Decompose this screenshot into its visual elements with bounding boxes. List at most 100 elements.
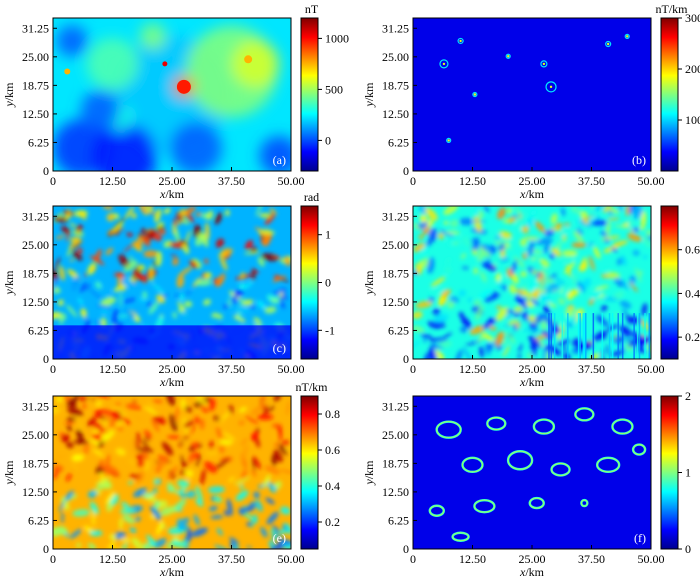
x-axis-label: x/km [519,187,545,201]
y-tick-label: 18.75 [382,78,409,92]
colorbar-tick-label: 0.4 [685,286,700,300]
x-tick-label: 12.50 [99,552,126,566]
x-tick-label: 0 [410,362,416,376]
x-axis-label: x/km [159,565,185,579]
y-tick-label: 0 [403,352,409,366]
x-tick-label: 37.50 [578,174,605,188]
y-tick-label: 6.25 [28,135,49,149]
x-tick-label: 37.50 [218,552,245,566]
y-tick-label: 31.25 [22,21,49,35]
y-tick-label: 18.75 [382,266,409,280]
colorbar [660,17,679,172]
x-tick-label: 0 [410,174,416,188]
colorbar [300,17,319,172]
colorbar [660,395,679,550]
colorbar-tick-label: 0.4 [325,479,340,493]
x-tick-label: 50.00 [278,362,305,376]
colorbar-tick-label: 1 [325,228,331,242]
colorbar-unit: nT/km [656,2,689,16]
heatmap-field [53,206,291,359]
x-tick-label: 0 [50,362,56,376]
y-tick-label: 31.25 [22,209,49,223]
x-axis-label: x/km [519,375,545,389]
x-tick-label: 12.50 [459,552,486,566]
panel-4: 0 6.25 12.50 18.75 25.00 31.25 0 12.50 25.00 37.5… [362,205,700,389]
x-axis-label: x/km [159,187,185,201]
y-tick-label: 25.00 [382,428,409,442]
y-tick-label: 25.00 [22,50,49,64]
y-tick-label: 0 [403,164,409,178]
x-tick-label: 12.50 [459,362,486,376]
panel-label: (e) [273,531,286,545]
colorbar-tick-label: 300 [685,11,700,25]
y-tick-label: 31.25 [22,399,49,413]
colorbar-tick-label: 1000 [325,31,349,45]
x-tick-label: 50.00 [278,174,305,188]
x-tick-label: 12.50 [459,174,486,188]
y-tick-label: 25.00 [382,50,409,64]
x-tick-label: 25.00 [159,174,186,188]
panel-label: (b) [632,153,646,167]
colorbar-unit: nT [305,2,319,16]
y-tick-label: 25.00 [22,238,49,252]
colorbar [300,205,319,360]
y-tick-label: 12.50 [22,107,49,121]
y-tick-label: 12.50 [22,485,49,499]
colorbar-tick-label: 0.2 [325,515,340,529]
colorbar-tick-label: 500 [325,82,343,96]
y-axis-label: y/km [362,270,376,296]
y-tick-label: 25.00 [22,428,49,442]
y-tick-label: 18.75 [22,78,49,92]
x-tick-label: 12.50 [99,174,126,188]
y-tick-label: 18.75 [22,456,49,470]
x-tick-label: 12.50 [99,362,126,376]
y-tick-label: 6.25 [388,135,409,149]
y-tick-label: 12.50 [22,295,49,309]
y-tick-label: 0 [43,352,49,366]
x-tick-label: 25.00 [159,362,186,376]
x-tick-label: 37.50 [578,552,605,566]
colorbar-tick-label: 100 [685,113,700,127]
y-axis-label: y/km [2,270,16,296]
y-tick-label: 6.25 [388,323,409,337]
y-tick-label: 6.25 [388,513,409,527]
colorbar-tick-label: 1 [685,466,691,480]
x-tick-label: 25.00 [159,552,186,566]
y-tick-label: 0 [43,164,49,178]
y-tick-label: 31.25 [382,399,409,413]
panel-label: (c) [273,341,286,355]
colorbar-tick-label: 0 [685,542,691,556]
x-tick-label: 25.00 [519,362,546,376]
heatmap-field [53,18,291,171]
x-tick-label: 37.50 [578,362,605,376]
heatmap-field [413,396,651,549]
colorbar-tick-label: 200 [685,62,700,76]
x-tick-label: 25.00 [519,552,546,566]
panel-3: 0 6.25 12.50 18.75 25.00 31.25 0 12.50 25.00 37.5… [2,190,335,389]
heatmap-field [413,206,651,359]
x-tick-label: 50.00 [278,552,305,566]
x-tick-label: 50.00 [638,552,665,566]
panel-2: 0 6.25 12.50 18.75 25.00 31.25 0 12.50 25.00 37.5… [362,2,700,201]
heatmap-field [53,396,291,549]
x-tick-label: 0 [410,552,416,566]
y-tick-label: 18.75 [22,266,49,280]
colorbar [300,395,319,550]
colorbar [660,205,679,360]
y-tick-label: 0 [43,542,49,556]
panel-1: 0 6.25 12.50 18.75 25.00 31.25 0 12.50 25.00 37.5… [2,2,349,201]
y-tick-label: 31.25 [382,21,409,35]
panel-5: 0 6.25 12.50 18.75 25.00 31.25 0 12.50 25.00 37.5… [2,380,340,579]
colorbar-unit: nT/km [296,380,329,394]
y-tick-label: 6.25 [28,513,49,527]
colorbar-tick-label: 0.6 [325,443,340,457]
y-axis-label: y/km [362,460,376,486]
x-axis-label: x/km [159,375,185,389]
y-axis-label: y/km [362,82,376,108]
y-tick-label: 12.50 [382,107,409,121]
y-tick-label: 12.50 [382,295,409,309]
colorbar-tick-label: -1 [325,323,335,337]
y-tick-label: 25.00 [382,238,409,252]
colorbar-unit: rad [304,190,319,204]
